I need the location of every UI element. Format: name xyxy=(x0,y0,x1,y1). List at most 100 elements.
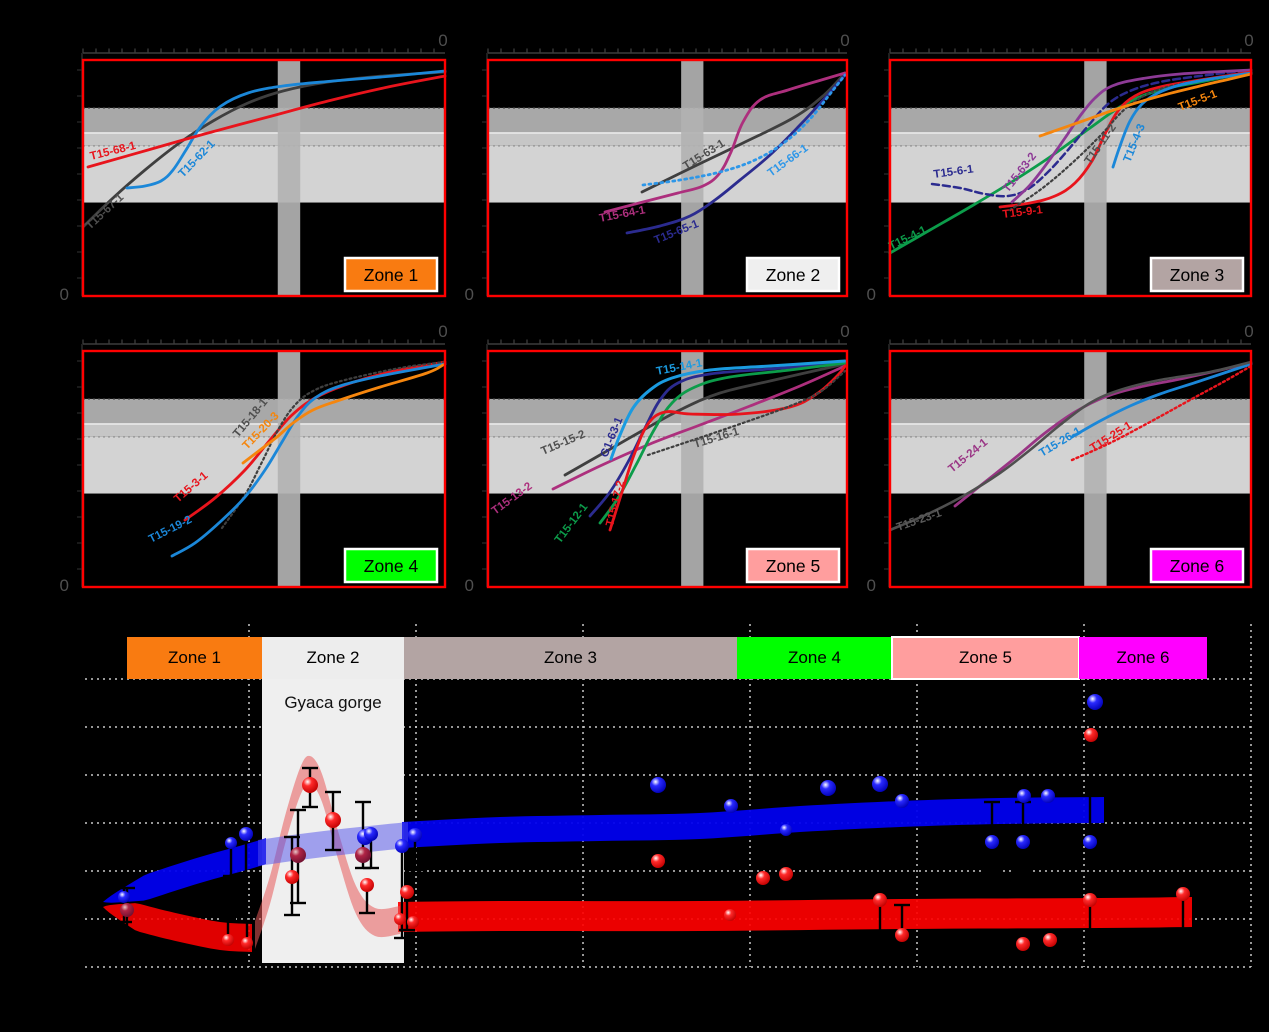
zone-bar-rect-5 xyxy=(891,636,1080,680)
x-axis-zero: 0 xyxy=(1244,322,1253,341)
vertical-gray-bar xyxy=(1084,351,1107,587)
curve-T15-18-1 xyxy=(220,360,447,530)
red-data-point xyxy=(360,878,374,892)
blue-data-point xyxy=(1041,789,1055,803)
blue-data-point xyxy=(650,777,666,793)
panel-border xyxy=(486,58,849,298)
blue-band-left xyxy=(103,838,266,903)
curve-T15-66-1 xyxy=(641,73,847,187)
red-data-point xyxy=(325,812,341,828)
zone-box xyxy=(1149,256,1245,293)
zone-box-label: Zone 2 xyxy=(766,265,820,285)
left-spine-ticks xyxy=(884,360,889,570)
red-data-point xyxy=(1083,893,1097,907)
left-spine-ticks xyxy=(884,69,889,279)
blue-band-right xyxy=(402,797,1104,848)
zone-bar-item-1: Zone 1 xyxy=(168,648,221,667)
curve-T15-9-1 xyxy=(998,70,1253,209)
curve-label-T15-4-1: T15-4-1 xyxy=(887,224,929,253)
top-axis-ticks xyxy=(487,48,840,53)
prz-band xyxy=(83,132,445,146)
top-axis-ticks xyxy=(82,48,435,53)
left-spine-ticks xyxy=(77,69,82,279)
blue-data-point xyxy=(118,891,130,903)
x-axis-zero: 0 xyxy=(1244,31,1253,50)
zone-bar-rect-2 xyxy=(262,637,404,679)
y-axis-zero: 0 xyxy=(867,576,876,595)
red-data-point xyxy=(724,909,736,921)
top-axis-ticks xyxy=(889,48,1242,53)
red-data-point xyxy=(779,867,793,881)
zone-bar-rect-1 xyxy=(127,637,262,679)
zone-bar-rect-6 xyxy=(1079,637,1207,679)
red-data-point xyxy=(651,854,665,868)
gorge-label: Gyaca gorge xyxy=(284,693,382,712)
curve-T15-63-1 xyxy=(640,71,847,194)
curve-label-T15-6-1: T15-6-1 xyxy=(933,163,975,181)
x-axis-zero: 0 xyxy=(840,31,849,50)
prz-band xyxy=(488,107,847,133)
red-data-point xyxy=(895,928,909,942)
blue-data-point xyxy=(364,827,378,841)
red-data-point xyxy=(407,916,419,928)
blue-data-point xyxy=(239,827,253,841)
y-axis-zero: 0 xyxy=(60,576,69,595)
zone-box xyxy=(343,547,439,584)
panel-zone5: T15-15-2T15-13-2G1-63-1T15-12-1T15-14-1T… xyxy=(465,322,850,595)
curve-T15-16-1 xyxy=(646,369,847,457)
top-axis-ticks xyxy=(82,339,435,344)
zone-box-label: Zone 3 xyxy=(1170,265,1224,285)
panel-border xyxy=(81,349,447,589)
blue-data-point xyxy=(395,839,409,853)
blue-data-point xyxy=(1016,835,1030,849)
y-axis-zero: 0 xyxy=(60,285,69,304)
red-data-point xyxy=(1016,937,1030,951)
blue-data-point xyxy=(985,835,999,849)
x-axis-zero: 0 xyxy=(438,31,447,50)
curve-T15-13-2 xyxy=(551,364,847,491)
x-axis-zero: 0 xyxy=(840,322,849,341)
blue-data-point xyxy=(820,780,836,796)
red-data-point xyxy=(756,871,770,885)
red-data-point xyxy=(222,934,234,946)
red-data-point xyxy=(394,913,406,925)
zone-box-label: Zone 6 xyxy=(1170,556,1224,576)
curve-G1-63-1 xyxy=(588,361,847,518)
curve-T15-26-1 xyxy=(1070,362,1253,439)
zone-box xyxy=(343,256,439,293)
y-axis-zero: 0 xyxy=(465,576,474,595)
curve-T15-68-1 xyxy=(86,74,447,169)
prz-band xyxy=(890,145,1251,203)
vertical-gray-bar xyxy=(277,60,301,296)
red-data-point xyxy=(1176,887,1190,901)
blue-data-point xyxy=(1083,835,1097,849)
blue-data-point xyxy=(780,824,792,836)
curve-T15-25-1 xyxy=(1070,364,1253,462)
curve-T15-65-1 xyxy=(625,73,847,235)
zone-box-label: Zone 1 xyxy=(364,265,418,285)
zone-bar-rect-3 xyxy=(404,637,737,679)
y-axis-zero: 0 xyxy=(465,285,474,304)
prz-band xyxy=(83,398,445,424)
x-axis-zero: 0 xyxy=(438,322,447,341)
zone-box-label: Zone 5 xyxy=(766,556,820,576)
curve-label-T15-19-2: T15-19-2 xyxy=(147,514,194,546)
left-spine-ticks xyxy=(482,69,487,279)
blue-data-point xyxy=(225,837,237,849)
zone-box xyxy=(745,547,841,584)
panel-border xyxy=(888,58,1253,298)
panel-border xyxy=(486,349,849,589)
red-band-right xyxy=(398,897,1192,932)
blue-data-point xyxy=(895,794,909,808)
blue-data-point xyxy=(1017,789,1031,803)
top-axis-ticks xyxy=(889,339,1242,344)
panel-border xyxy=(888,349,1253,589)
prz-band xyxy=(890,423,1251,437)
zone-bar-item-2: Zone 2 xyxy=(306,648,360,667)
red-data-point xyxy=(120,903,134,917)
curve-T15-6-1 xyxy=(930,68,1253,198)
red-data-point xyxy=(1084,728,1098,742)
